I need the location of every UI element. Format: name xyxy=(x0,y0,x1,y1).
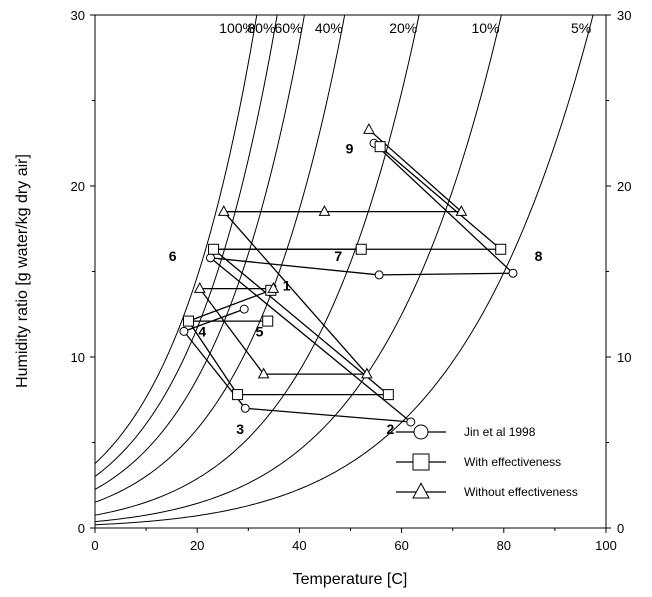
x-tick-label: 80 xyxy=(497,538,511,553)
rh-curve-label: 80% xyxy=(247,20,275,36)
data-markers xyxy=(179,123,518,427)
circle-marker xyxy=(239,304,249,314)
rh-curve-labels: 100%80% 60% 40% 20% 10% 5% xyxy=(219,20,591,36)
rh-curve xyxy=(95,15,594,526)
x-tick-label: 20 xyxy=(190,538,204,553)
x-axis-title: Temperature [C] xyxy=(293,571,408,588)
state-point-labels: 1 2 3 4 5 6 7 8 9 xyxy=(169,141,543,437)
process-line xyxy=(183,308,245,332)
triangle-marker xyxy=(412,482,430,499)
circle-marker xyxy=(413,424,429,440)
circle-marker xyxy=(508,268,518,278)
circle-marker xyxy=(205,253,215,263)
state-point-label: 2 xyxy=(386,421,394,437)
y-right-tick-label: 30 xyxy=(617,8,631,23)
square-marker xyxy=(262,315,274,327)
process-line xyxy=(210,257,380,276)
square-marker xyxy=(412,453,430,471)
process-line xyxy=(373,142,514,274)
state-point-label: 6 xyxy=(169,248,177,264)
triangle-marker xyxy=(361,367,373,379)
triangle-marker xyxy=(217,205,230,216)
y-tick-label: 10 xyxy=(71,350,85,365)
legend-label: With effectiveness xyxy=(464,455,561,469)
square-marker xyxy=(374,141,386,153)
x-tick-label: 100 xyxy=(595,538,617,553)
rh-curve-label: 5% xyxy=(571,20,591,36)
state-point-label: 1 xyxy=(283,277,291,293)
y-tick-label: 30 xyxy=(71,8,85,23)
y-right-tick-label: 0 xyxy=(617,521,624,536)
x-tick-label: 40 xyxy=(292,538,306,553)
circle-marker xyxy=(240,403,250,413)
square-marker xyxy=(232,389,244,401)
state-point-label: 3 xyxy=(236,421,244,437)
legend-label: Jin et al 1998 xyxy=(464,425,536,439)
process-line xyxy=(199,288,265,375)
triangle-marker xyxy=(318,205,331,216)
rh-curve xyxy=(95,15,258,464)
square-marker xyxy=(183,315,195,327)
triangle-marker xyxy=(267,282,280,293)
circle-marker xyxy=(179,326,189,336)
y-tick-label: 0 xyxy=(78,521,85,536)
rh-curve xyxy=(95,15,278,477)
rh-curve-label: 10% xyxy=(471,20,499,36)
state-point-label: 9 xyxy=(346,141,354,157)
y-axis-title: Humidity ratio [g water/kg dry air] xyxy=(14,154,31,388)
rh-curve xyxy=(95,15,420,516)
rh-curve-label: 100% xyxy=(219,20,255,36)
square-marker xyxy=(208,243,220,255)
y-tick-label: 20 xyxy=(71,179,85,194)
state-point-label: 4 xyxy=(198,323,206,339)
rh-curve xyxy=(95,15,305,490)
rh-curve xyxy=(95,15,346,503)
circle-marker xyxy=(374,270,384,280)
triangle-marker xyxy=(257,367,270,379)
triangle-marker xyxy=(363,123,375,134)
x-tick-label: 60 xyxy=(394,538,408,553)
state-point-label: 5 xyxy=(256,323,264,339)
process-line xyxy=(213,248,389,396)
rh-curve-label: 40% xyxy=(315,20,343,36)
process-line xyxy=(379,272,514,276)
process-line xyxy=(223,211,368,375)
process-lines xyxy=(183,129,514,423)
x-tick-label: 0 xyxy=(91,538,98,553)
process-line xyxy=(187,320,239,395)
rh-curves xyxy=(95,15,594,526)
circle-marker xyxy=(406,417,416,427)
rh-curve xyxy=(95,15,502,523)
square-marker xyxy=(495,243,507,255)
process-line xyxy=(245,407,411,423)
state-point-label: 8 xyxy=(535,248,543,264)
state-point-label: 7 xyxy=(334,248,342,264)
legend-label: Without effectiveness xyxy=(464,485,578,499)
rh-curve-label: 20% xyxy=(389,20,417,36)
process-line xyxy=(379,146,502,250)
triangle-marker xyxy=(193,282,206,293)
y-right-tick-label: 10 xyxy=(617,350,631,365)
y-right-tick-label: 20 xyxy=(617,179,631,194)
square-marker xyxy=(355,243,367,255)
process-line xyxy=(188,289,272,322)
triangle-marker xyxy=(455,205,468,216)
legend: Jin et al 1998 With effectiveness Without … xyxy=(396,424,578,499)
rh-curve-label: 60% xyxy=(274,20,302,36)
square-marker xyxy=(382,389,394,401)
